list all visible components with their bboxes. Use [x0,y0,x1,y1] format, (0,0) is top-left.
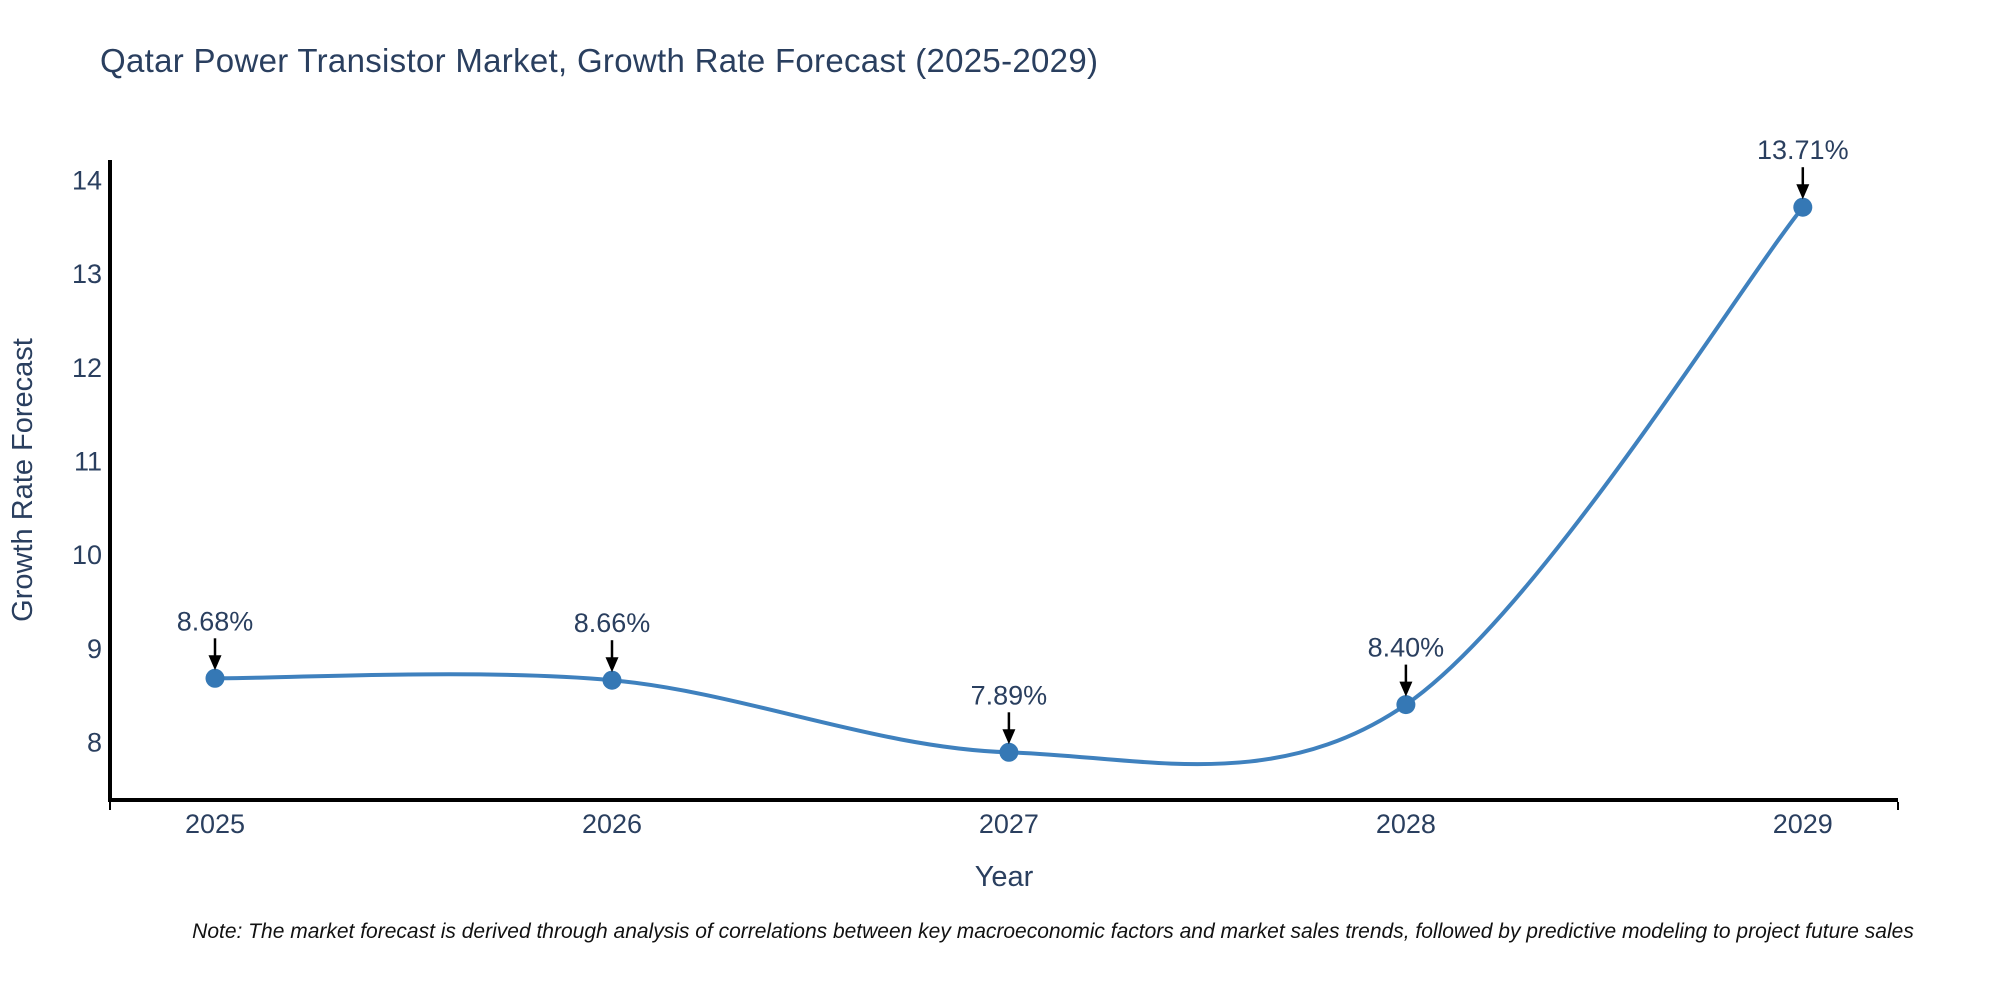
x-tick-label: 2028 [1376,809,1436,839]
y-axis-title: Growth Rate Forecast [7,338,39,622]
annotation-label: 8.68% [177,606,254,636]
annotation-label: 7.89% [971,680,1048,710]
forecast-line [213,205,1805,767]
x-tick-label: 2027 [979,809,1039,839]
y-tick-label: 9 [87,634,102,664]
x-axis-title: Year [975,861,1034,893]
chart-title: Qatar Power Transistor Market, Growth Ra… [100,42,1099,79]
data-point-marker [205,668,225,688]
annotation-arrow-head [1796,184,1810,200]
y-tick-label: 14 [72,166,102,196]
annotation-arrow-head [605,657,619,673]
x-axis-edge-ticks [109,802,1899,810]
data-point-marker [999,742,1019,762]
x-tick-label: 2025 [185,809,245,839]
y-tick-label: 13 [72,259,102,289]
y-tick-label: 12 [72,353,102,383]
annotation-label: 8.66% [574,608,651,638]
annotation-arrow-head [208,655,222,671]
annotation-arrow-head [1399,681,1413,697]
data-point-marker [602,670,622,690]
x-tick-label: 2026 [582,809,642,839]
x-tick-label: 2029 [1773,809,1833,839]
y-tick-label: 10 [72,540,102,570]
footnote-text: Note: The market forecast is derived thr… [192,920,1914,943]
annotation-arrow-head [1002,729,1016,745]
data-point-marker [1396,695,1416,715]
data-point-marker [1793,197,1813,217]
annotation-label: 8.40% [1368,633,1445,663]
y-tick-label: 11 [74,447,102,477]
axis-spines [108,160,1898,802]
annotation-label: 13.71% [1757,135,1849,165]
y-tick-label: 8 [87,728,102,758]
